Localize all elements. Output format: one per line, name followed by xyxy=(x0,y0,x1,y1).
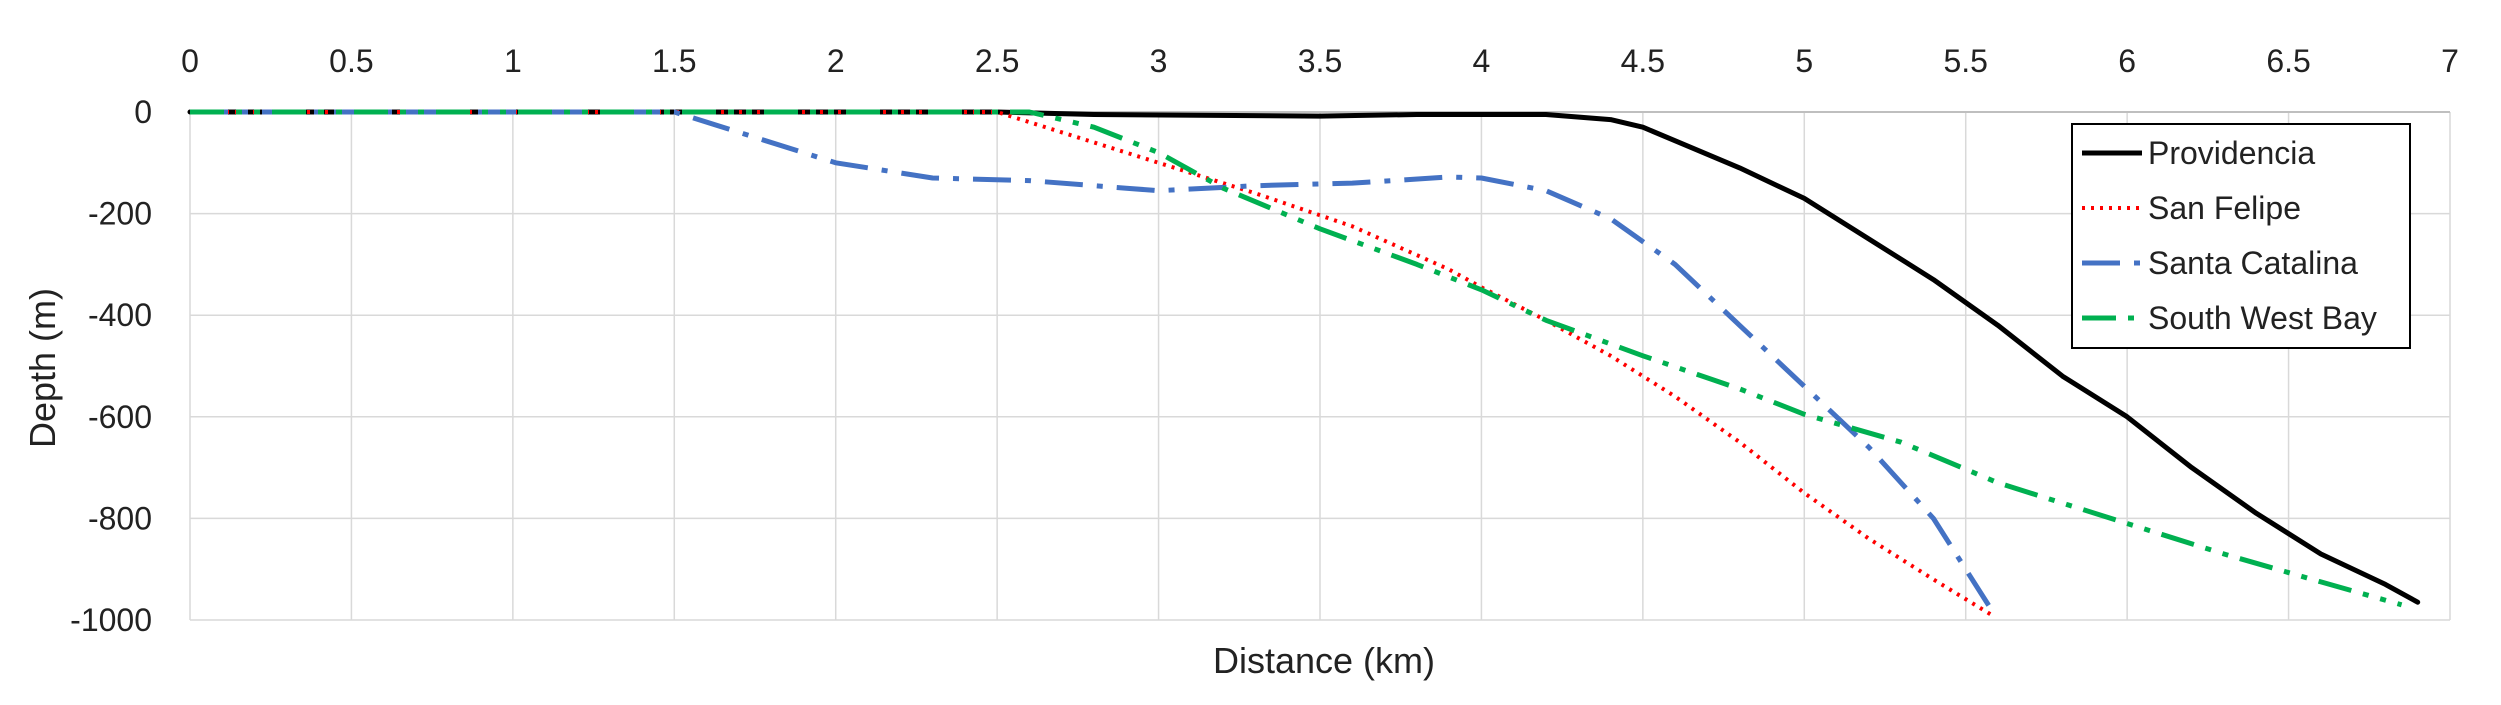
legend-label-providencia: Providencia xyxy=(2148,135,2315,171)
x-tick-label: 5 xyxy=(1795,43,1813,79)
y-tick-label: -400 xyxy=(88,297,152,333)
series-line-san-felipe xyxy=(190,110,1993,617)
legend: Providencia San Felipe Santa Catalina So… xyxy=(2071,123,2411,349)
x-tick-label: 0.5 xyxy=(329,43,373,79)
x-axis-title: Distance (km) xyxy=(1213,640,1435,681)
x-tick-label: 3.5 xyxy=(1298,43,1342,79)
y-tick-label: -600 xyxy=(88,399,152,435)
y-tick-label: -200 xyxy=(88,196,152,232)
x-tick-label: 6 xyxy=(2118,43,2136,79)
legend-label-san-felipe: San Felipe xyxy=(2148,190,2301,226)
x-tick-label: 2 xyxy=(827,43,845,79)
x-tick-label: 4 xyxy=(1473,43,1491,79)
y-tick-label: 0 xyxy=(134,94,152,130)
x-tick-label: 3 xyxy=(1150,43,1168,79)
x-tick-label: 4.5 xyxy=(1621,43,1665,79)
legend-label-south-west-bay: South West Bay xyxy=(2148,300,2377,336)
y-axis-title: Depth (m) xyxy=(22,288,63,448)
x-tick-label: 7 xyxy=(2441,43,2459,79)
x-tick-label: 0 xyxy=(181,43,199,79)
series-layer xyxy=(187,109,2421,617)
series-line-providencia xyxy=(187,109,2421,605)
legend-label-santa-catalina: Santa Catalina xyxy=(2148,245,2358,281)
y-tick-label: -1000 xyxy=(70,602,152,638)
y-tick-label: -800 xyxy=(88,500,152,536)
x-tick-label: 1.5 xyxy=(652,43,696,79)
x-tick-label: 5.5 xyxy=(1943,43,1987,79)
x-tick-label: 1 xyxy=(504,43,522,79)
series-line-santa-catalina xyxy=(190,109,1994,612)
legend-box xyxy=(2071,123,2411,349)
x-tick-label: 6.5 xyxy=(2266,43,2310,79)
x-tick-label: 2.5 xyxy=(975,43,1019,79)
